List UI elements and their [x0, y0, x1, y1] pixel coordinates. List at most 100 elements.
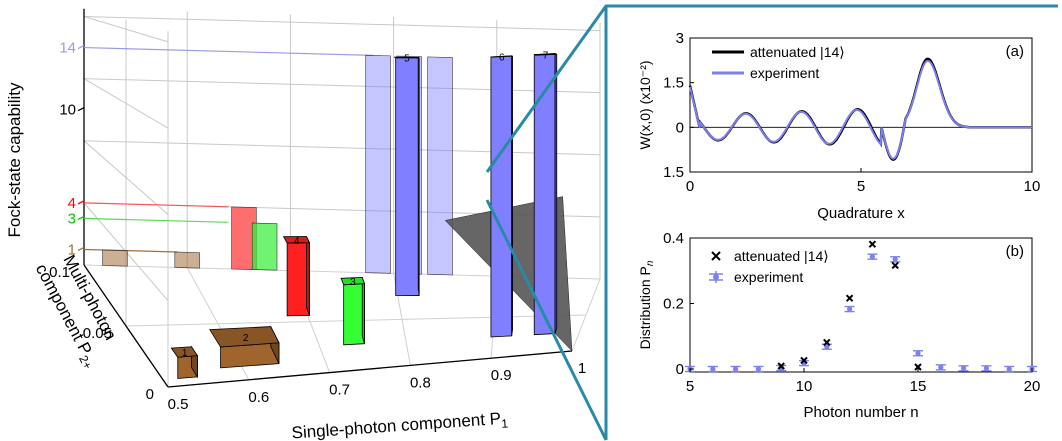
y-tick-label: 1.5 — [663, 164, 684, 181]
legend-label: attenuated |14⟩ — [750, 44, 845, 60]
fock-bar-5: 5 — [394, 54, 420, 296]
theory-x-marker — [845, 294, 854, 302]
bar-label: 3 — [350, 277, 356, 288]
theory-x-marker — [800, 356, 808, 365]
experiment-marker — [892, 256, 898, 262]
experiment-point — [1004, 365, 1015, 373]
level-projection-line — [83, 217, 229, 223]
theory-point — [823, 338, 831, 347]
experiment-point — [867, 253, 878, 260]
experiment-marker — [938, 364, 944, 370]
bar-top-face — [282, 236, 311, 244]
y-tick-label: 0 — [676, 119, 684, 136]
wall-projection-bar — [365, 54, 391, 274]
fock-bar-2: 2 — [209, 326, 280, 369]
y-axis-line — [83, 264, 169, 388]
bar-side-face — [511, 55, 513, 336]
x-tick-label: 0.8 — [410, 374, 431, 391]
bar-label: 4 — [294, 236, 300, 247]
y-tick-label: 3 — [676, 30, 684, 47]
level-projection-line — [83, 248, 177, 253]
bar-side-face — [417, 56, 420, 296]
x-axis-label: Single-photon component P1 — [291, 408, 509, 441]
y-tick-label: 0.4 — [663, 230, 684, 247]
x-tick-label: 10 — [796, 378, 813, 395]
bar-label: 7 — [543, 50, 549, 61]
y-axis-label-subscript: 2+ — [76, 353, 95, 372]
experiment-marker — [824, 344, 830, 350]
wall-projection-bar — [174, 251, 200, 269]
experiment-point — [844, 305, 855, 313]
x-tick-label: 20 — [1024, 378, 1041, 395]
z-tick-label: 14 — [59, 40, 76, 57]
bar-side-face — [361, 277, 365, 344]
series-experiment-line — [689, 59, 1032, 160]
experiment-marker — [710, 366, 716, 372]
experiment-point — [958, 365, 969, 372]
bar-front-face — [343, 283, 365, 346]
experiment-point — [821, 343, 832, 350]
bar-top-face — [209, 326, 280, 348]
theory-point — [777, 362, 785, 370]
x-tick-label: 5 — [857, 178, 865, 195]
experiment-marker — [847, 306, 853, 312]
x-axis-label-subscript: 1 — [501, 416, 509, 430]
theory-x-marker — [891, 261, 899, 270]
bar-top-face — [534, 53, 557, 56]
photon-distribution-panel-b: 5 10 15 20 0.4 0.2 0 Photon number n Distributio… — [637, 230, 1040, 421]
bar-label: 5 — [404, 54, 410, 65]
x-axis-label: Quadrature x — [817, 205, 905, 222]
zoom-connector-lines — [485, 4, 1058, 441]
experiment-point — [753, 365, 764, 373]
bar-top-face — [394, 56, 420, 59]
x-axis-line — [167, 350, 573, 388]
experiment-point — [981, 365, 992, 372]
z-tick-label: 1 — [68, 241, 76, 258]
x-tick-label: 0.7 — [329, 382, 350, 399]
z-tick-mark — [77, 107, 85, 112]
y-axis-label: Distribution Pn — [637, 260, 656, 349]
bar-side-face — [554, 52, 558, 334]
theory-x-marker — [823, 338, 831, 347]
panel-a-frame — [689, 37, 1033, 173]
bar-top-face — [170, 346, 199, 358]
y-axis-label-subscript: n — [645, 260, 656, 266]
panel-label: (a) — [1006, 43, 1024, 60]
experiment-marker — [961, 365, 967, 371]
z-axis-label: Fock-state capability — [5, 82, 24, 237]
panel-label: (b) — [1006, 243, 1024, 260]
experiment-marker — [733, 366, 739, 372]
experiment-point — [730, 365, 741, 373]
x-tick-label: 0.5 — [168, 396, 189, 413]
bar-top-face — [340, 276, 366, 286]
theory-point — [868, 240, 877, 248]
y-tick-label: 0 — [146, 386, 154, 403]
experiment-point — [707, 365, 718, 373]
panel-b-frame — [689, 237, 1033, 373]
z-tick-mark — [77, 246, 85, 252]
z-tick-label: 4 — [68, 195, 76, 212]
experiment-point — [935, 364, 946, 371]
theory-x-marker — [777, 362, 785, 370]
theory-point — [845, 294, 854, 302]
wall-projection-bar — [427, 56, 453, 276]
x-tick-label: 5 — [686, 378, 694, 395]
z-tick-label: 3 — [68, 210, 76, 227]
legend-label: experiment — [750, 65, 819, 81]
theory-point — [914, 363, 922, 371]
x-tick-label: 1 — [578, 360, 586, 377]
legend-experiment-marker — [713, 274, 719, 280]
experiment-marker — [1006, 366, 1012, 372]
experiment-marker — [915, 350, 921, 356]
theory-x-marker — [868, 240, 877, 248]
legend-label: experiment — [734, 269, 803, 285]
wall-projection-bar — [231, 206, 257, 270]
fock-bar-4: 4 — [282, 236, 311, 317]
bar-front-face — [490, 55, 513, 338]
y-tick-label: 1.5 — [663, 75, 684, 92]
theory-point — [800, 356, 808, 365]
x-tick-label: 0 — [686, 178, 694, 195]
